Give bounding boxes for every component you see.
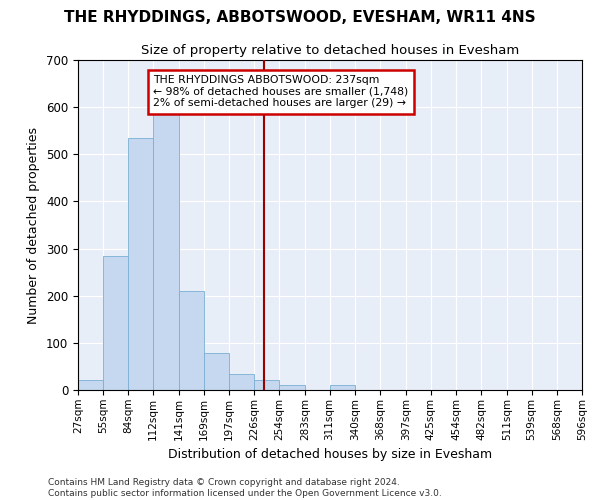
Text: Contains HM Land Registry data © Crown copyright and database right 2024.
Contai: Contains HM Land Registry data © Crown c…: [48, 478, 442, 498]
Bar: [279, 385, 305, 390]
Text: THE RHYDDINGS ABBOTSWOOD: 237sqm
← 98% of detached houses are smaller (1,748)
2%: THE RHYDDINGS ABBOTSWOOD: 237sqm ← 98% o…: [153, 75, 409, 108]
Bar: [204, 353, 229, 390]
Bar: [103, 256, 128, 390]
Bar: [329, 386, 355, 390]
Bar: [229, 374, 254, 390]
Text: THE RHYDDINGS, ABBOTSWOOD, EVESHAM, WR11 4NS: THE RHYDDINGS, ABBOTSWOOD, EVESHAM, WR11…: [64, 10, 536, 25]
Bar: [78, 380, 103, 390]
Title: Size of property relative to detached houses in Evesham: Size of property relative to detached ho…: [141, 44, 519, 58]
Y-axis label: Number of detached properties: Number of detached properties: [28, 126, 40, 324]
Bar: [128, 138, 153, 390]
Bar: [179, 290, 204, 390]
Bar: [153, 114, 179, 390]
Bar: [254, 380, 279, 390]
X-axis label: Distribution of detached houses by size in Evesham: Distribution of detached houses by size …: [168, 448, 492, 461]
